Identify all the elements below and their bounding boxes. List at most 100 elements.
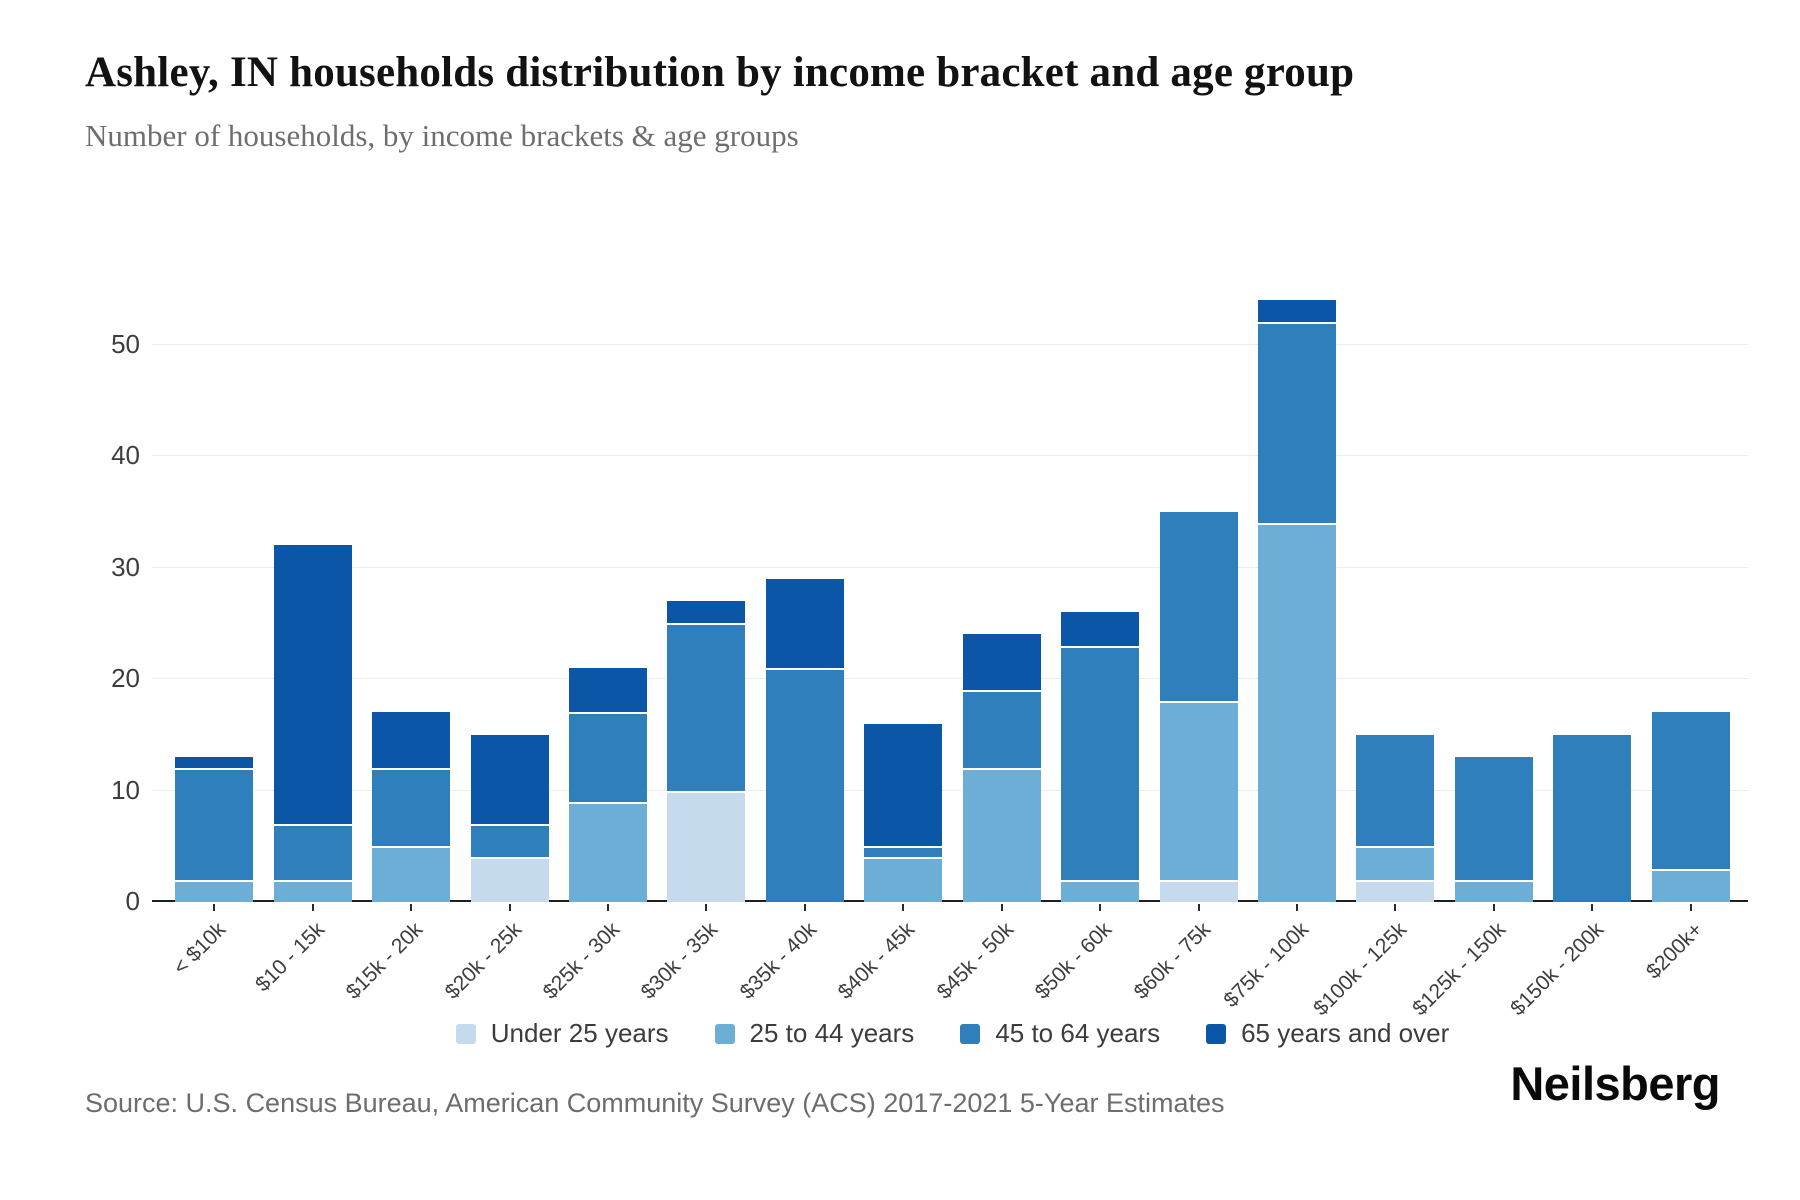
stacked-bar bbox=[1454, 757, 1533, 902]
bar-segment[interactable] bbox=[175, 879, 254, 902]
x-axis-category-label: $60k - 75k bbox=[1129, 918, 1215, 1004]
bar-segment[interactable] bbox=[765, 667, 844, 902]
bar-segment[interactable] bbox=[1356, 846, 1435, 880]
bar-segment[interactable] bbox=[273, 879, 352, 902]
bar-segment[interactable] bbox=[1159, 879, 1238, 902]
x-axis-tick bbox=[803, 904, 806, 911]
bar-segment[interactable] bbox=[1258, 299, 1337, 323]
stacked-bar bbox=[667, 600, 746, 902]
x-axis-tick bbox=[902, 904, 905, 911]
y-axis-tick-label: 20 bbox=[111, 663, 140, 693]
legend-label: 25 to 44 years bbox=[749, 1018, 915, 1048]
legend-item[interactable]: 45 to 64 years bbox=[960, 1018, 1160, 1049]
bar-segment[interactable] bbox=[372, 768, 451, 847]
x-axis-tick bbox=[410, 904, 413, 911]
bar-slot bbox=[263, 240, 361, 902]
bar-segment[interactable] bbox=[1061, 645, 1140, 880]
bar-slot bbox=[953, 240, 1051, 902]
bar-segment[interactable] bbox=[568, 712, 647, 802]
bar-segment[interactable] bbox=[1061, 612, 1140, 646]
x-axis-tick bbox=[1099, 904, 1102, 911]
brand-logo: Neilsberg bbox=[1510, 1057, 1720, 1110]
chart-subtitle: Number of households, by income brackets… bbox=[85, 118, 799, 153]
x-axis-tick bbox=[508, 904, 511, 911]
bar-segment[interactable] bbox=[470, 857, 549, 902]
x-axis-category-label: $75k - 100k bbox=[1219, 918, 1314, 1012]
bar-segment[interactable] bbox=[1356, 879, 1435, 902]
x-axis-category-label: < $10k bbox=[169, 918, 231, 980]
bar-segment[interactable] bbox=[1651, 712, 1730, 869]
x-axis-category-label: $15k - 20k bbox=[341, 918, 428, 1004]
bar-segment[interactable] bbox=[962, 768, 1041, 902]
x-axis-category-label: $20k - 25k bbox=[440, 918, 526, 1004]
bar-segment[interactable] bbox=[568, 667, 647, 713]
bar-segment[interactable] bbox=[175, 757, 254, 769]
bar-segment[interactable] bbox=[1159, 511, 1238, 702]
stacked-bar bbox=[1356, 734, 1435, 902]
gridline bbox=[152, 789, 1748, 791]
stacked-bar bbox=[1651, 712, 1730, 902]
gridline bbox=[152, 455, 1748, 456]
bar-segment[interactable] bbox=[1651, 868, 1730, 902]
x-axis-tick bbox=[1000, 904, 1003, 911]
bar-slot bbox=[1445, 240, 1543, 902]
x-axis-tick bbox=[1296, 904, 1299, 911]
x-axis-category-label: $200k+ bbox=[1641, 918, 1708, 984]
bar-segment[interactable] bbox=[470, 734, 549, 824]
x-axis-tick bbox=[1197, 904, 1200, 911]
bar-segment[interactable] bbox=[372, 712, 451, 769]
legend-label: 65 years and over bbox=[1241, 1018, 1450, 1048]
bar-segment[interactable] bbox=[273, 545, 352, 824]
legend-item[interactable]: 65 years and over bbox=[1206, 1018, 1449, 1049]
bar-slot bbox=[1642, 240, 1740, 902]
bar-segment[interactable] bbox=[667, 600, 746, 624]
stacked-bar bbox=[864, 723, 943, 902]
x-axis-tick bbox=[1492, 904, 1495, 911]
x-axis-tick bbox=[705, 904, 708, 911]
bar-slot bbox=[657, 240, 755, 902]
x-axis-category-label: $125k - 150k bbox=[1408, 918, 1511, 1021]
bar-slot bbox=[854, 240, 952, 902]
bar-segment[interactable] bbox=[667, 790, 746, 902]
bar-segment[interactable] bbox=[1061, 879, 1140, 902]
x-axis-category-label: $25k - 30k bbox=[538, 918, 625, 1004]
legend-swatch bbox=[714, 1023, 735, 1044]
bar-segment[interactable] bbox=[568, 801, 647, 902]
bar-segment[interactable] bbox=[273, 823, 352, 880]
bar-segment[interactable] bbox=[1454, 879, 1533, 902]
x-axis-tick bbox=[1689, 904, 1692, 911]
bar-segment[interactable] bbox=[175, 768, 254, 880]
x-axis-category-label: $45k - 50k bbox=[932, 918, 1018, 1004]
stacked-bar-chart: 0 10 20 30 40 50 < $10k $10 - 15k $15k - 20k $20… bbox=[111, 240, 1748, 1020]
bar-segment[interactable] bbox=[962, 634, 1041, 691]
bar-segment[interactable] bbox=[864, 846, 943, 858]
stacked-bar bbox=[1159, 511, 1238, 902]
bar-segment[interactable] bbox=[470, 823, 549, 858]
bar-segment[interactable] bbox=[372, 846, 451, 902]
bar-slot bbox=[460, 240, 558, 902]
x-axis-category-label: $10 - 15k bbox=[250, 918, 329, 997]
bar-segment[interactable] bbox=[765, 578, 844, 668]
bar-segment[interactable] bbox=[1553, 734, 1632, 902]
y-axis-tick-label: 10 bbox=[111, 774, 140, 805]
bar-segment[interactable] bbox=[1258, 522, 1337, 902]
bar-segment[interactable] bbox=[864, 857, 943, 902]
gridline bbox=[152, 566, 1748, 568]
stacked-bar bbox=[962, 634, 1041, 902]
bar-slot bbox=[1051, 240, 1149, 902]
x-axis-category-label: $40k - 45k bbox=[833, 918, 920, 1004]
bar-segment[interactable] bbox=[864, 723, 943, 847]
bar-segment[interactable] bbox=[1356, 734, 1435, 847]
legend-swatch bbox=[1206, 1023, 1227, 1044]
legend-item[interactable]: 25 to 44 years bbox=[714, 1018, 915, 1049]
bar-slot bbox=[1248, 240, 1346, 902]
x-axis: < $10k $10 - 15k $15k - 20k $20k - 25k $25k … bbox=[165, 902, 1740, 1022]
bar-segment[interactable] bbox=[1454, 757, 1533, 880]
bar-segment[interactable] bbox=[667, 623, 746, 791]
bar-segment[interactable] bbox=[962, 690, 1041, 769]
bar-segment[interactable] bbox=[1159, 701, 1238, 880]
stacked-bar bbox=[1553, 734, 1632, 902]
bar-segment[interactable] bbox=[1258, 322, 1337, 523]
x-axis-category-label: $30k - 35k bbox=[637, 918, 723, 1004]
legend-item[interactable]: Under 25 years bbox=[455, 1018, 669, 1049]
